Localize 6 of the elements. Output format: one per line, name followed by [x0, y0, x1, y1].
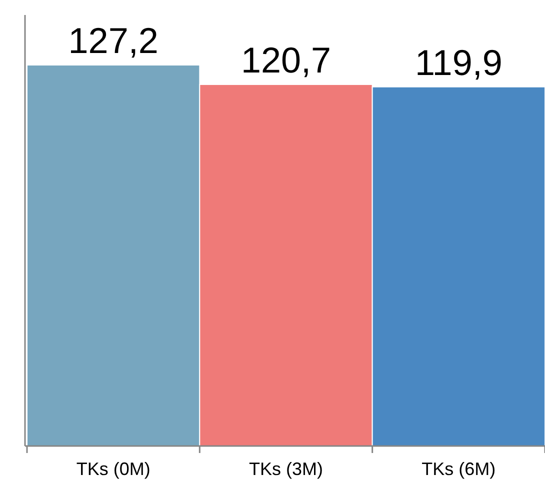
data-label: 119,9 [414, 42, 502, 83]
x-tick-label: TKs (0M) [76, 459, 150, 479]
x-tick-label: TKs (3M) [249, 459, 323, 479]
x-tick-label: TKs (6M) [422, 459, 496, 479]
data-label: 120,7 [240, 39, 332, 80]
data-label: 127,2 [68, 20, 158, 61]
